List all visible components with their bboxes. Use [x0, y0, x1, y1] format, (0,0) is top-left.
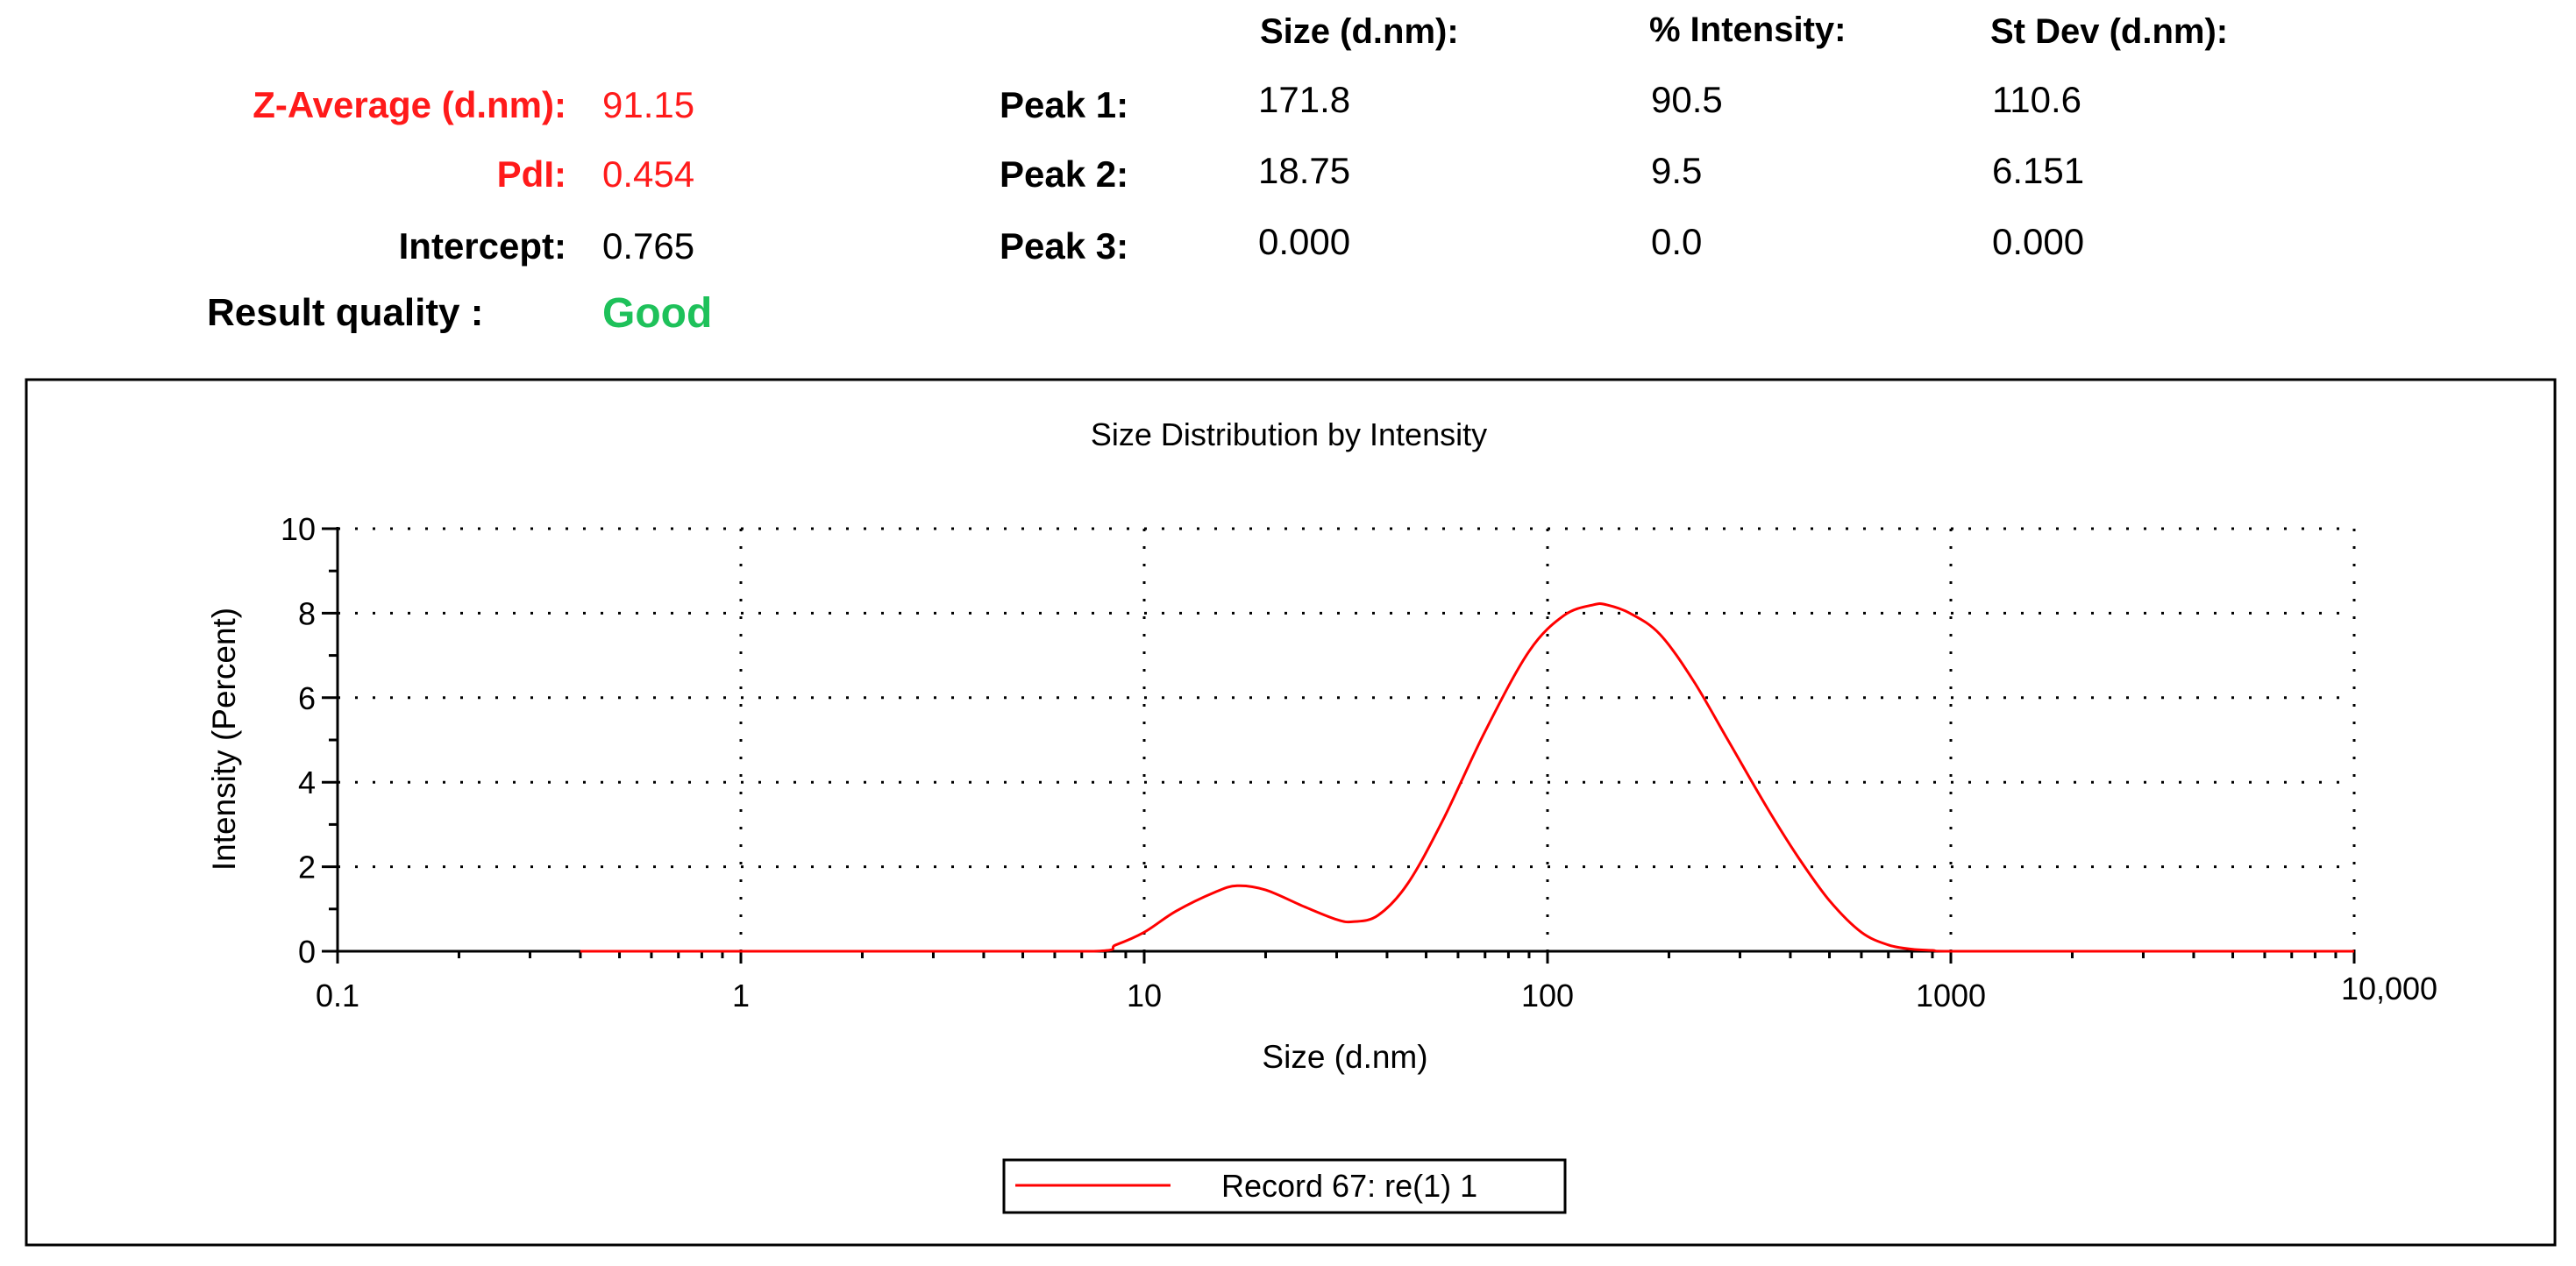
- intercept-label: Intercept:: [398, 225, 566, 267]
- stdev-header: St Dev (d.nm):: [1990, 12, 2229, 51]
- size-header: Size (d.nm):: [1260, 12, 1459, 51]
- x-tick-label: 10: [1127, 978, 1162, 1014]
- legend-entry-label: Record 67: re(1) 1: [1221, 1168, 1477, 1204]
- y-tick-label: 2: [298, 850, 316, 885]
- pdi-label: PdI:: [496, 153, 566, 195]
- peak-3-intensity: 0.0: [1651, 221, 1703, 262]
- peak-1-size: 171.8: [1258, 79, 1351, 120]
- z-average-label: Z-Average (d.nm):: [253, 84, 566, 125]
- pdi-value: 0.454: [602, 153, 695, 195]
- intensity-header: % Intensity:: [1649, 11, 1847, 49]
- legend: Record 67: re(1) 1: [1002, 1158, 1567, 1214]
- axes: 0 2 4 6 8 10 0.1 1 10 100 1000 10,000: [281, 511, 2437, 1014]
- z-average-value: 91.15: [602, 84, 695, 125]
- chart-frame: [25, 378, 2557, 1247]
- peak-3-size: 0.000: [1258, 221, 1351, 262]
- y-tick-label: 6: [298, 680, 316, 716]
- peak-2-size: 18.75: [1258, 150, 1351, 191]
- peak-2-label: Peak 2:: [1000, 153, 1129, 195]
- x-tick-label: 1000: [1916, 978, 1986, 1014]
- chart-title: Size Distribution by Intensity: [1091, 416, 1487, 452]
- y-tick-label: 0: [298, 934, 316, 970]
- x-axis-label: Size (d.nm): [1262, 1039, 1427, 1075]
- series-line-0: [580, 601, 2354, 953]
- y-tick-label: 10: [281, 511, 316, 547]
- y-tick-label: 4: [298, 765, 316, 800]
- x-tick-label: 10,000: [2341, 971, 2437, 1006]
- intercept-value: 0.765: [602, 225, 695, 267]
- y-axis-label: Intensity (Percent): [206, 608, 242, 871]
- x-tick-label: 0.1: [316, 978, 359, 1014]
- peak-2-stdev: 6.151: [1992, 150, 2085, 191]
- peak-3-stdev: 0.000: [1992, 221, 2085, 262]
- peak-3-label: Peak 3:: [1000, 225, 1129, 267]
- x-tick-label: 100: [1521, 978, 1574, 1014]
- x-tick-label: 1: [732, 978, 750, 1014]
- peak-1-stdev: 110.6: [1992, 79, 2081, 120]
- peak-1-intensity: 90.5: [1651, 79, 1723, 120]
- peak-2-intensity: 9.5: [1651, 150, 1703, 191]
- y-tick-label: 8: [298, 595, 316, 631]
- grid-lines: [338, 527, 2356, 951]
- result-quality-label: Result quality :: [207, 291, 484, 334]
- peak-1-label: Peak 1:: [1000, 84, 1129, 125]
- result-quality-value: Good: [602, 290, 713, 337]
- series-layer: [580, 601, 2354, 953]
- results-summary: Z-Average (d.nm): 91.15 PdI: 0.454 Inter…: [0, 0, 2576, 351]
